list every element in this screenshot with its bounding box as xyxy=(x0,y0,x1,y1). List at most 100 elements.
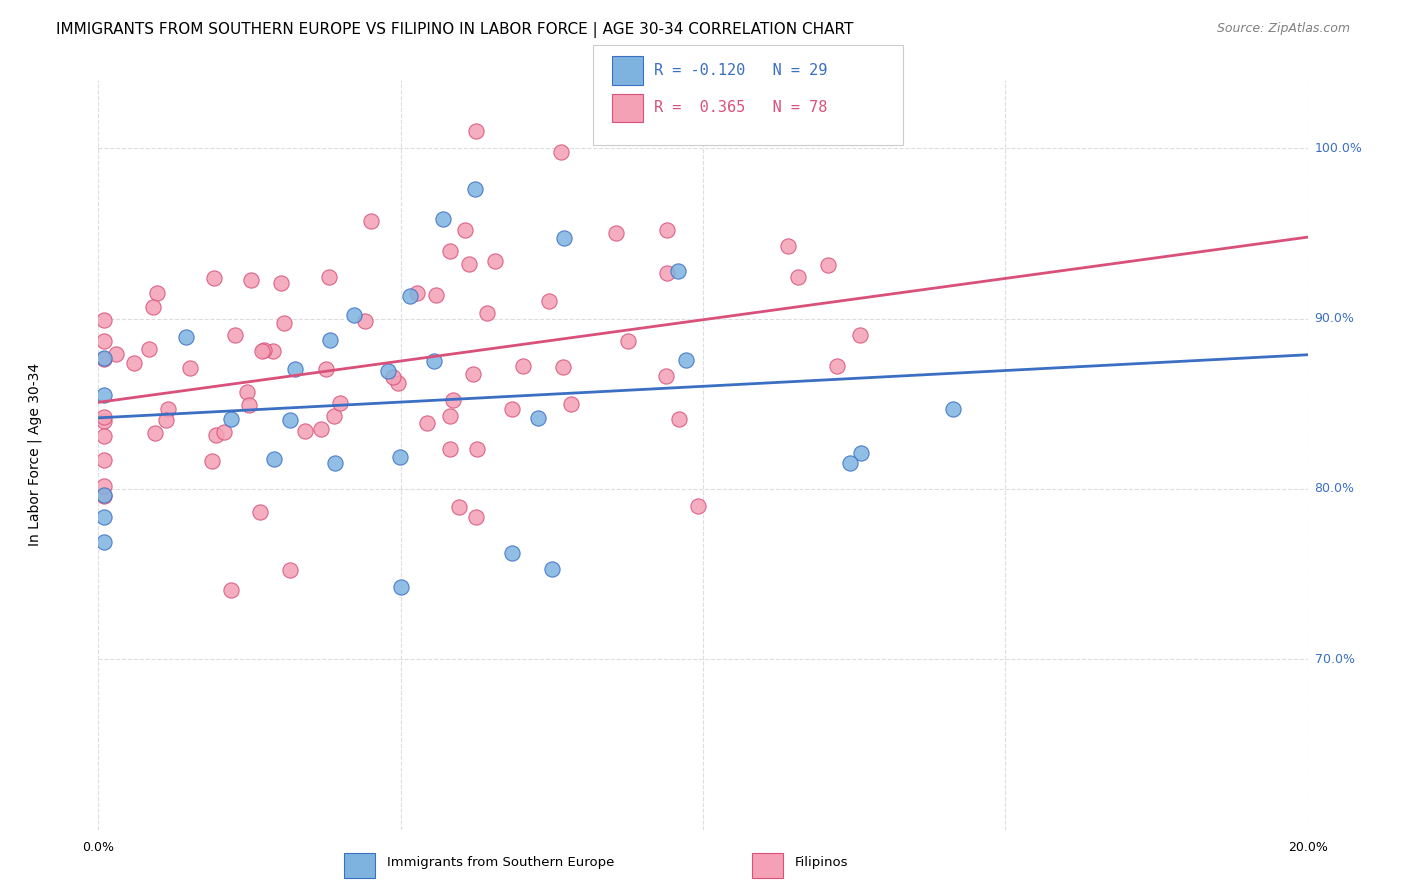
Point xyxy=(389,450,412,464)
Text: Filipinos: Filipinos xyxy=(794,856,848,869)
Point xyxy=(475,305,498,319)
Point xyxy=(550,145,572,160)
Point xyxy=(776,238,799,252)
Point xyxy=(93,334,115,349)
Point xyxy=(205,427,228,442)
Point xyxy=(278,563,301,577)
Point xyxy=(666,264,689,278)
Point xyxy=(423,354,446,368)
Point xyxy=(252,344,274,359)
Text: IMMIGRANTS FROM SOUTHERN EUROPE VS FILIPINO IN LABOR FORCE | AGE 30-34 CORRELATI: IMMIGRANTS FROM SOUTHERN EUROPE VS FILIP… xyxy=(56,22,853,38)
Point xyxy=(432,212,454,227)
Bar xyxy=(344,854,375,878)
Point xyxy=(605,226,627,240)
Point xyxy=(343,308,366,322)
Bar xyxy=(752,854,783,878)
FancyBboxPatch shape xyxy=(593,45,903,145)
Point xyxy=(93,535,115,549)
Text: 0.0%: 0.0% xyxy=(83,840,114,854)
Point xyxy=(122,356,145,370)
Text: 80.0%: 80.0% xyxy=(1315,483,1354,495)
Point xyxy=(465,124,488,138)
Point xyxy=(389,580,412,594)
Point xyxy=(484,254,506,268)
Point xyxy=(686,499,709,513)
Point xyxy=(273,316,295,330)
Point xyxy=(270,276,292,290)
Point xyxy=(219,412,242,426)
Point xyxy=(104,347,127,361)
Point xyxy=(441,392,464,407)
Point xyxy=(318,269,340,284)
Point xyxy=(202,270,225,285)
Point xyxy=(93,313,115,327)
Point xyxy=(553,360,575,375)
Point xyxy=(263,452,285,467)
Point xyxy=(675,353,697,368)
Point xyxy=(465,442,488,457)
Point xyxy=(360,214,382,228)
Point xyxy=(838,456,860,470)
Point xyxy=(155,412,177,426)
Point xyxy=(540,562,562,576)
Point xyxy=(398,289,420,303)
Point xyxy=(322,409,344,423)
Point xyxy=(537,293,560,308)
Point xyxy=(553,231,575,245)
Point xyxy=(318,333,340,347)
Point xyxy=(353,314,375,328)
Point xyxy=(93,453,115,467)
Text: R =  0.365   N = 78: R = 0.365 N = 78 xyxy=(654,101,827,115)
Point xyxy=(447,500,470,515)
Point xyxy=(560,397,582,411)
Point xyxy=(174,329,197,343)
Point xyxy=(93,489,115,503)
Point xyxy=(654,368,676,383)
Point xyxy=(315,362,337,376)
Point xyxy=(138,342,160,356)
Point xyxy=(179,361,201,376)
Point xyxy=(439,442,461,456)
Point xyxy=(458,256,481,270)
Point xyxy=(145,426,167,441)
Point xyxy=(439,244,461,258)
Point xyxy=(236,385,259,400)
Point xyxy=(142,300,165,314)
Point xyxy=(93,351,115,365)
Text: 70.0%: 70.0% xyxy=(1315,653,1354,665)
Point xyxy=(501,546,523,560)
Point xyxy=(93,488,115,502)
Point xyxy=(252,343,274,357)
Point xyxy=(453,223,475,237)
Text: 100.0%: 100.0% xyxy=(1315,142,1362,155)
Point xyxy=(262,344,284,359)
Point xyxy=(284,362,307,376)
Point xyxy=(323,456,346,470)
Point xyxy=(849,328,872,343)
Point xyxy=(93,351,115,366)
Point xyxy=(381,370,404,384)
Point xyxy=(93,429,115,443)
Point xyxy=(527,410,550,425)
Bar xyxy=(612,56,643,85)
Text: Source: ZipAtlas.com: Source: ZipAtlas.com xyxy=(1216,22,1350,36)
Point xyxy=(461,367,484,381)
Point xyxy=(93,509,115,524)
Point xyxy=(329,396,352,410)
Point xyxy=(849,446,872,460)
Point xyxy=(212,425,235,439)
Point xyxy=(501,401,523,416)
Point xyxy=(93,409,115,424)
Point xyxy=(146,286,169,301)
Point xyxy=(238,398,260,412)
Text: 20.0%: 20.0% xyxy=(1288,840,1327,854)
Point xyxy=(377,364,399,378)
Point xyxy=(309,421,332,435)
Point xyxy=(249,504,271,518)
Point xyxy=(465,509,488,524)
Text: R = -0.120   N = 29: R = -0.120 N = 29 xyxy=(654,63,827,78)
Point xyxy=(219,583,242,598)
Point xyxy=(224,327,246,342)
Point xyxy=(387,376,409,391)
Point xyxy=(156,402,179,417)
